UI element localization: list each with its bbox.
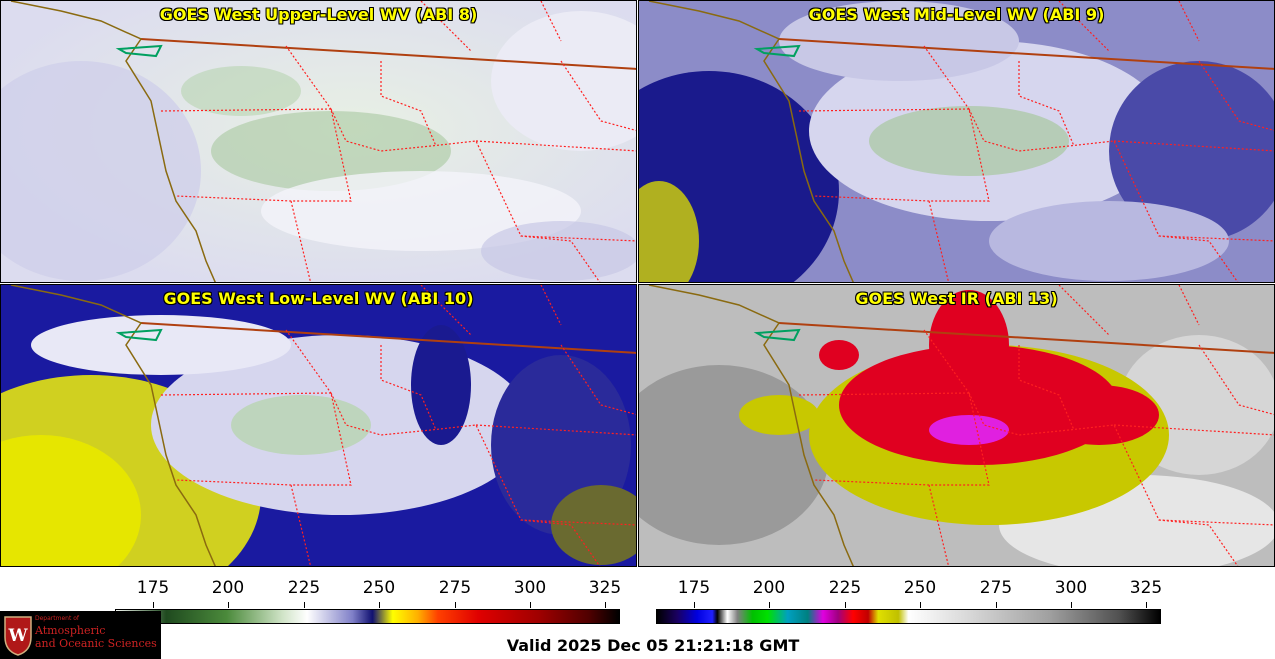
tick-mark — [153, 602, 154, 608]
uw-crest-icon: W — [4, 616, 32, 656]
tick-mark — [530, 602, 531, 608]
tick-label: 300 — [1054, 578, 1088, 598]
tick-mark — [228, 602, 229, 608]
tick-label: 225 — [828, 578, 862, 598]
panel-title: GOES West Upper-Level WV (ABI 8) — [159, 5, 478, 24]
low-level-wv-image — [1, 285, 636, 566]
aos-logo: W Department of Atmospheric and Oceanic … — [0, 611, 161, 659]
tick-label: 300 — [513, 578, 547, 598]
crest-letter: W — [7, 626, 28, 646]
mid-level-wv-image — [639, 1, 1274, 282]
tick-label: 250 — [362, 578, 396, 598]
tick-mark — [455, 602, 456, 608]
logo-text-atmospheric: Atmospheric — [35, 624, 106, 637]
tick-label: 175 — [677, 578, 711, 598]
tick-label: 325 — [1129, 578, 1163, 598]
logo-text-oceanic: and Oceanic Sciences — [35, 637, 157, 650]
water-vapor-colorbar — [115, 609, 620, 624]
panel-title: GOES West Low-Level WV (ABI 10) — [163, 289, 474, 308]
tick-mark — [694, 602, 695, 608]
tick-mark — [920, 602, 921, 608]
tick-mark — [1071, 602, 1072, 608]
water-vapor-scale-ticks: 175 200 225 250 275 300 325 — [115, 578, 622, 608]
tick-mark — [996, 602, 997, 608]
tick-label: 175 — [136, 578, 170, 598]
tick-mark — [1146, 602, 1147, 608]
tick-label: 200 — [752, 578, 786, 598]
panel-title: GOES West Mid-Level WV (ABI 9) — [808, 5, 1105, 24]
tick-mark — [304, 602, 305, 608]
tick-label: 325 — [588, 578, 622, 598]
tick-mark — [379, 602, 380, 608]
ir-image — [639, 285, 1274, 566]
tick-label: 225 — [287, 578, 321, 598]
panel-title: GOES West IR (ABI 13) — [855, 289, 1058, 308]
panel-ir: GOES West IR (ABI 13) — [638, 284, 1275, 567]
tick-mark — [769, 602, 770, 608]
tick-label: 250 — [903, 578, 937, 598]
panel-upper-level-wv: GOES West Upper-Level WV (ABI 8) — [0, 0, 637, 283]
tick-label: 275 — [979, 578, 1013, 598]
tick-mark — [845, 602, 846, 608]
upper-level-wv-image — [1, 1, 636, 282]
tick-mark — [605, 602, 606, 608]
panel-low-level-wv: GOES West Low-Level WV (ABI 10) — [0, 284, 637, 567]
tick-label: 200 — [211, 578, 245, 598]
panel-mid-level-wv: GOES West Mid-Level WV (ABI 9) — [638, 0, 1275, 283]
infrared-scale-ticks: 175 200 225 250 275 300 325 — [656, 578, 1163, 608]
tick-label: 275 — [438, 578, 472, 598]
infrared-colorbar — [656, 609, 1161, 624]
valid-time: Valid 2025 Dec 05 21:21:18 GMT — [506, 636, 800, 655]
logo-text-department: Department of — [35, 615, 79, 622]
